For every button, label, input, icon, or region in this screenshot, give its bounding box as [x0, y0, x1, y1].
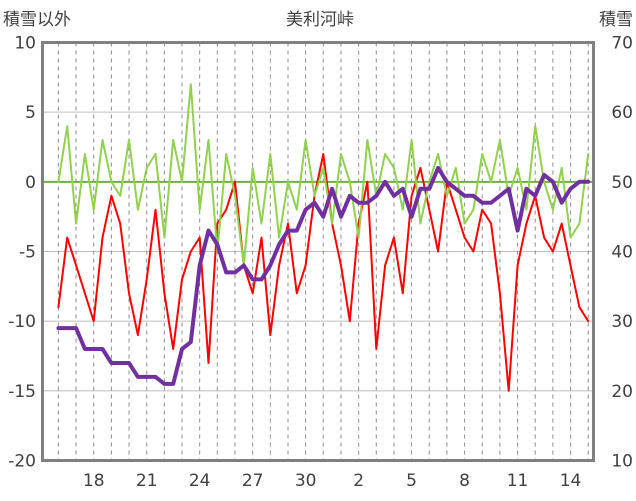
- x-tick-label: 8: [459, 471, 470, 491]
- right-tick-label: 20: [611, 382, 633, 402]
- x-tick-label: 24: [189, 471, 211, 491]
- right-tick-label: 50: [611, 173, 633, 193]
- series-line-purple: [56, 165, 591, 386]
- left-tick-label: 5: [25, 103, 36, 123]
- left-tick-label: -15: [8, 382, 36, 402]
- x-tick-label: 14: [560, 471, 582, 491]
- right-tick-label: 30: [611, 312, 633, 332]
- left-axis-ticks: 10 5 0 -5 -10 -15 -20: [8, 34, 36, 472]
- series-layer: [56, 83, 591, 392]
- left-tick-label: -20: [8, 452, 36, 472]
- series-line-green: [57, 83, 590, 267]
- x-tick-label: 18: [83, 471, 105, 491]
- x-tick-label: 11: [507, 471, 529, 491]
- left-tick-label: -5: [19, 243, 36, 263]
- right-axis-title: 積雪: [599, 10, 633, 30]
- right-axis-ticks: 70 60 50 40 30 20 10: [611, 34, 633, 472]
- x-axis-ticks: 18 21 24 27 30 2 5 8 11 14: [83, 471, 581, 491]
- right-tick-label: 10: [611, 452, 633, 472]
- left-axis-title: 積雪以外: [3, 10, 71, 30]
- plot-frame: [41, 41, 595, 462]
- vertical-gridlines: [57, 42, 589, 461]
- series-line-red: [57, 153, 590, 392]
- x-tick-label: 30: [295, 471, 317, 491]
- left-tick-label: 0: [25, 173, 36, 193]
- chart-title: 美利河峠: [286, 10, 354, 30]
- x-tick-label: 21: [136, 471, 158, 491]
- left-tick-label: 10: [14, 34, 36, 54]
- right-tick-label: 70: [611, 34, 633, 54]
- right-tick-label: 40: [611, 243, 633, 263]
- x-tick-label: 2: [353, 471, 364, 491]
- x-tick-label: 5: [406, 471, 417, 491]
- x-tick-label: 27: [242, 471, 264, 491]
- right-tick-label: 60: [611, 103, 633, 123]
- left-tick-label: -10: [8, 312, 36, 332]
